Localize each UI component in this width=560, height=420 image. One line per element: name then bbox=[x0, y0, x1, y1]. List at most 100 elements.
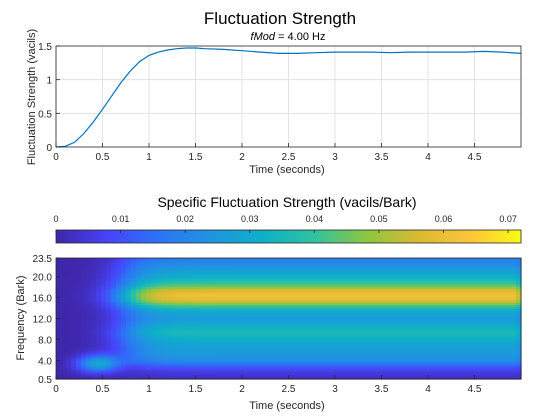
heatmap-cell bbox=[316, 360, 322, 364]
heatmap-cell bbox=[376, 312, 382, 316]
heatmap-cell bbox=[166, 348, 172, 352]
heatmap-cell bbox=[361, 360, 367, 364]
heatmap-cell bbox=[206, 306, 212, 310]
heatmap-cell bbox=[66, 370, 72, 374]
heatmap-cell bbox=[246, 334, 252, 338]
heatmap-cell bbox=[341, 364, 347, 368]
heatmap-cell bbox=[151, 306, 157, 310]
heatmap-cell bbox=[126, 362, 132, 366]
heatmap-cell bbox=[231, 358, 237, 362]
heatmap-cell bbox=[336, 300, 342, 303]
heatmap-cell bbox=[176, 372, 182, 376]
heatmap-cell bbox=[266, 288, 272, 291]
heatmap-cell bbox=[66, 342, 72, 346]
heatmap-cell bbox=[61, 310, 67, 314]
heatmap-cell bbox=[331, 276, 337, 279]
heatmap-cell bbox=[336, 272, 342, 275]
heatmap-cell bbox=[181, 294, 187, 297]
heatmap-cell bbox=[451, 334, 457, 338]
heatmap-cell bbox=[386, 372, 392, 376]
heatmap-cell bbox=[101, 260, 107, 263]
heatmap-cell bbox=[356, 284, 362, 287]
heatmap-cell bbox=[196, 302, 202, 305]
heatmap-cell bbox=[146, 358, 152, 362]
heatmap-cell bbox=[256, 270, 262, 273]
heatmap-cell bbox=[391, 340, 397, 344]
heatmap-cell bbox=[321, 264, 327, 267]
heatmap-cell bbox=[121, 276, 127, 279]
heatmap-cell bbox=[151, 278, 157, 281]
heatmap-cell bbox=[201, 310, 207, 314]
heatmap-cell bbox=[341, 260, 347, 263]
heatmap-cell bbox=[461, 344, 467, 348]
heatmap-cell bbox=[426, 368, 432, 372]
heatmap-cell bbox=[166, 366, 172, 370]
heatmap-cell bbox=[436, 346, 442, 350]
heatmap-cell bbox=[136, 316, 142, 320]
heatmap-cell bbox=[446, 346, 452, 350]
heatmap-cell bbox=[441, 368, 447, 372]
heatmap-cell bbox=[91, 282, 97, 285]
heatmap-cell bbox=[131, 264, 137, 267]
heatmap-cell bbox=[236, 350, 242, 354]
heatmap-cell bbox=[186, 326, 192, 330]
heatmap-cell bbox=[311, 336, 317, 340]
heatmap-cell bbox=[181, 358, 187, 362]
heatmap-cell bbox=[456, 376, 462, 380]
heatmap-cell bbox=[131, 368, 137, 372]
heatmap-cell bbox=[66, 320, 72, 324]
heatmap-cell bbox=[361, 266, 367, 269]
heatmap-cell bbox=[206, 268, 212, 271]
heatmap-cell bbox=[321, 316, 327, 320]
heatmap-cell bbox=[261, 370, 267, 374]
heatmap-cell bbox=[296, 366, 302, 370]
heatmap-cell bbox=[196, 358, 202, 362]
heatmap-cell bbox=[116, 374, 122, 378]
heatmap-cell bbox=[231, 306, 237, 310]
heatmap-cell bbox=[266, 376, 272, 380]
heatmap-cell bbox=[391, 258, 397, 261]
heatmap-cell bbox=[166, 352, 172, 356]
heatmap-cell bbox=[376, 358, 382, 362]
heatmap-cell bbox=[421, 346, 427, 350]
heatmap-cell bbox=[71, 330, 77, 334]
heatmap-cell bbox=[86, 366, 92, 370]
heatmap-cell bbox=[61, 308, 67, 312]
heatmap-cell bbox=[396, 284, 402, 287]
heatmap-cell bbox=[191, 314, 197, 318]
heatmap-cell bbox=[71, 282, 77, 285]
heatmap-cell bbox=[151, 322, 157, 326]
heatmap-cell bbox=[96, 348, 102, 352]
heatmap-cell bbox=[71, 268, 77, 271]
heatmap-cell bbox=[336, 350, 342, 354]
heatmap-cell bbox=[336, 280, 342, 283]
heatmap-cell bbox=[291, 266, 297, 269]
heatmap-cell bbox=[56, 318, 62, 322]
heatmap-cell bbox=[446, 262, 452, 265]
heatmap-cell bbox=[286, 300, 292, 303]
heatmap-cell bbox=[301, 332, 307, 336]
heatmap-cell bbox=[196, 278, 202, 281]
heatmap-cell bbox=[386, 260, 392, 263]
heatmap-cell bbox=[106, 340, 112, 344]
heatmap-cell bbox=[331, 312, 337, 316]
heatmap-cell bbox=[76, 344, 82, 348]
heatmap-cell bbox=[276, 290, 282, 293]
heatmap-cell bbox=[196, 308, 202, 312]
heatmap-cell bbox=[206, 354, 212, 358]
heatmap-cell bbox=[146, 286, 152, 289]
heatmap-cell bbox=[381, 320, 387, 324]
heatmap-cell bbox=[266, 330, 272, 334]
heatmap-cell bbox=[456, 260, 462, 263]
heatmap-cell bbox=[66, 374, 72, 378]
heatmap-cell bbox=[86, 368, 92, 372]
heatmap-cell bbox=[86, 282, 92, 285]
heatmap-cell bbox=[411, 262, 417, 265]
heatmap-cell bbox=[356, 260, 362, 263]
heatmap-cell bbox=[241, 348, 247, 352]
heatmap-cell bbox=[236, 278, 242, 281]
heatmap-cell bbox=[151, 344, 157, 348]
heatmap-cell bbox=[156, 300, 162, 303]
heatmap-cell bbox=[61, 306, 67, 310]
heatmap-cell bbox=[171, 370, 177, 374]
